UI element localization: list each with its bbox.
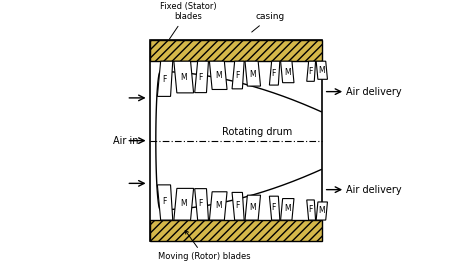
Polygon shape <box>281 199 294 220</box>
Text: F: F <box>308 67 313 76</box>
Polygon shape <box>307 200 316 220</box>
Polygon shape <box>157 61 173 96</box>
Text: Fixed (Stator)
blades: Fixed (Stator) blades <box>160 2 216 39</box>
Text: M: M <box>249 70 256 79</box>
Bar <box>150 40 322 61</box>
Text: Air in: Air in <box>113 136 138 146</box>
Text: M: M <box>319 206 325 215</box>
Text: F: F <box>199 73 203 82</box>
Text: casing: casing <box>252 12 285 32</box>
Text: M: M <box>249 203 256 212</box>
Bar <box>150 220 322 241</box>
Text: F: F <box>272 69 276 78</box>
Text: M: M <box>181 73 187 82</box>
Text: F: F <box>162 197 166 206</box>
Polygon shape <box>210 192 227 220</box>
Text: M: M <box>284 204 291 213</box>
Polygon shape <box>195 61 209 93</box>
Polygon shape <box>174 189 193 220</box>
Polygon shape <box>245 195 261 220</box>
Polygon shape <box>281 61 294 83</box>
Polygon shape <box>174 61 193 93</box>
Text: M: M <box>284 68 291 77</box>
Polygon shape <box>195 189 209 220</box>
Text: F: F <box>235 201 239 210</box>
Text: F: F <box>272 203 276 212</box>
Text: M: M <box>215 201 221 210</box>
Polygon shape <box>232 193 244 220</box>
Text: M: M <box>319 66 325 75</box>
Polygon shape <box>232 61 244 89</box>
Text: M: M <box>181 199 187 208</box>
Text: M: M <box>215 71 221 80</box>
Text: Air delivery: Air delivery <box>346 87 402 97</box>
Polygon shape <box>316 202 328 220</box>
Text: F: F <box>235 71 239 80</box>
Polygon shape <box>269 196 280 220</box>
Polygon shape <box>316 61 328 79</box>
Polygon shape <box>269 61 280 85</box>
Text: F: F <box>308 205 313 214</box>
Text: F: F <box>162 75 166 84</box>
Polygon shape <box>210 61 227 89</box>
Text: Rotating drum: Rotating drum <box>222 127 292 137</box>
Bar <box>150 40 322 241</box>
Polygon shape <box>157 185 173 220</box>
Text: Moving (Rotor) blades: Moving (Rotor) blades <box>158 230 251 261</box>
Polygon shape <box>245 61 261 86</box>
Polygon shape <box>307 61 316 81</box>
Text: F: F <box>199 199 203 208</box>
Text: Air delivery: Air delivery <box>346 185 402 195</box>
